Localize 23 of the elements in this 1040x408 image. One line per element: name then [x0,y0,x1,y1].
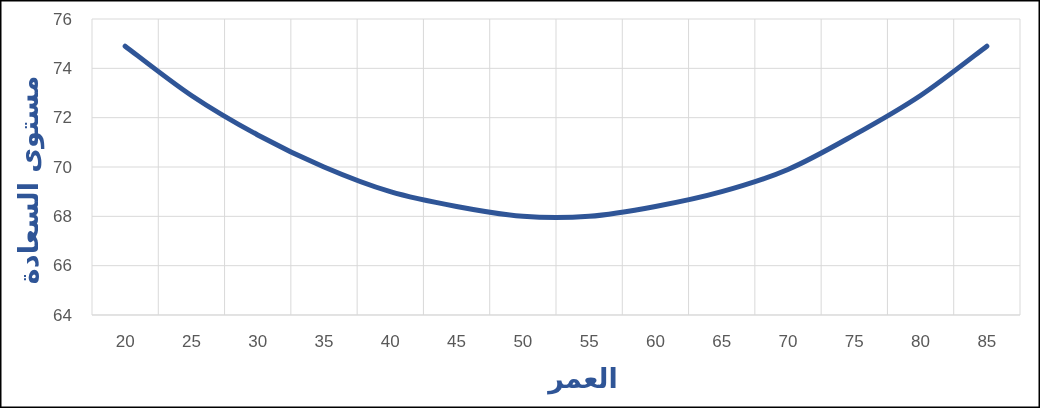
x-tick-label: 85 [977,331,997,351]
y-tick-label: 76 [53,9,72,29]
y-tick-label: 70 [53,157,72,177]
x-tick-label: 75 [844,331,864,351]
y-tick-label: 64 [53,305,72,325]
x-tick-label: 55 [579,331,599,351]
x-tick-label: 80 [911,331,931,351]
y-tick-label: 66 [53,256,72,276]
x-tick-label: 25 [181,331,201,351]
x-tick-label: 65 [712,331,732,351]
x-tick-label: 50 [513,331,533,351]
y-tick-label: 68 [53,206,72,226]
x-tick-label: 35 [314,331,334,351]
x-tick-label: 30 [248,331,268,351]
x-axis-title: العمر [546,362,618,395]
y-axis-title: مستوى السعادة [12,75,45,285]
x-tick-label: 60 [645,331,665,351]
x-tick-label: 70 [778,331,798,351]
x-tick-label: 20 [115,331,135,351]
y-tick-label: 74 [53,58,72,78]
x-tick-label: 40 [380,331,400,351]
x-tick-label: 45 [447,331,467,351]
y-tick-label: 72 [53,108,72,128]
